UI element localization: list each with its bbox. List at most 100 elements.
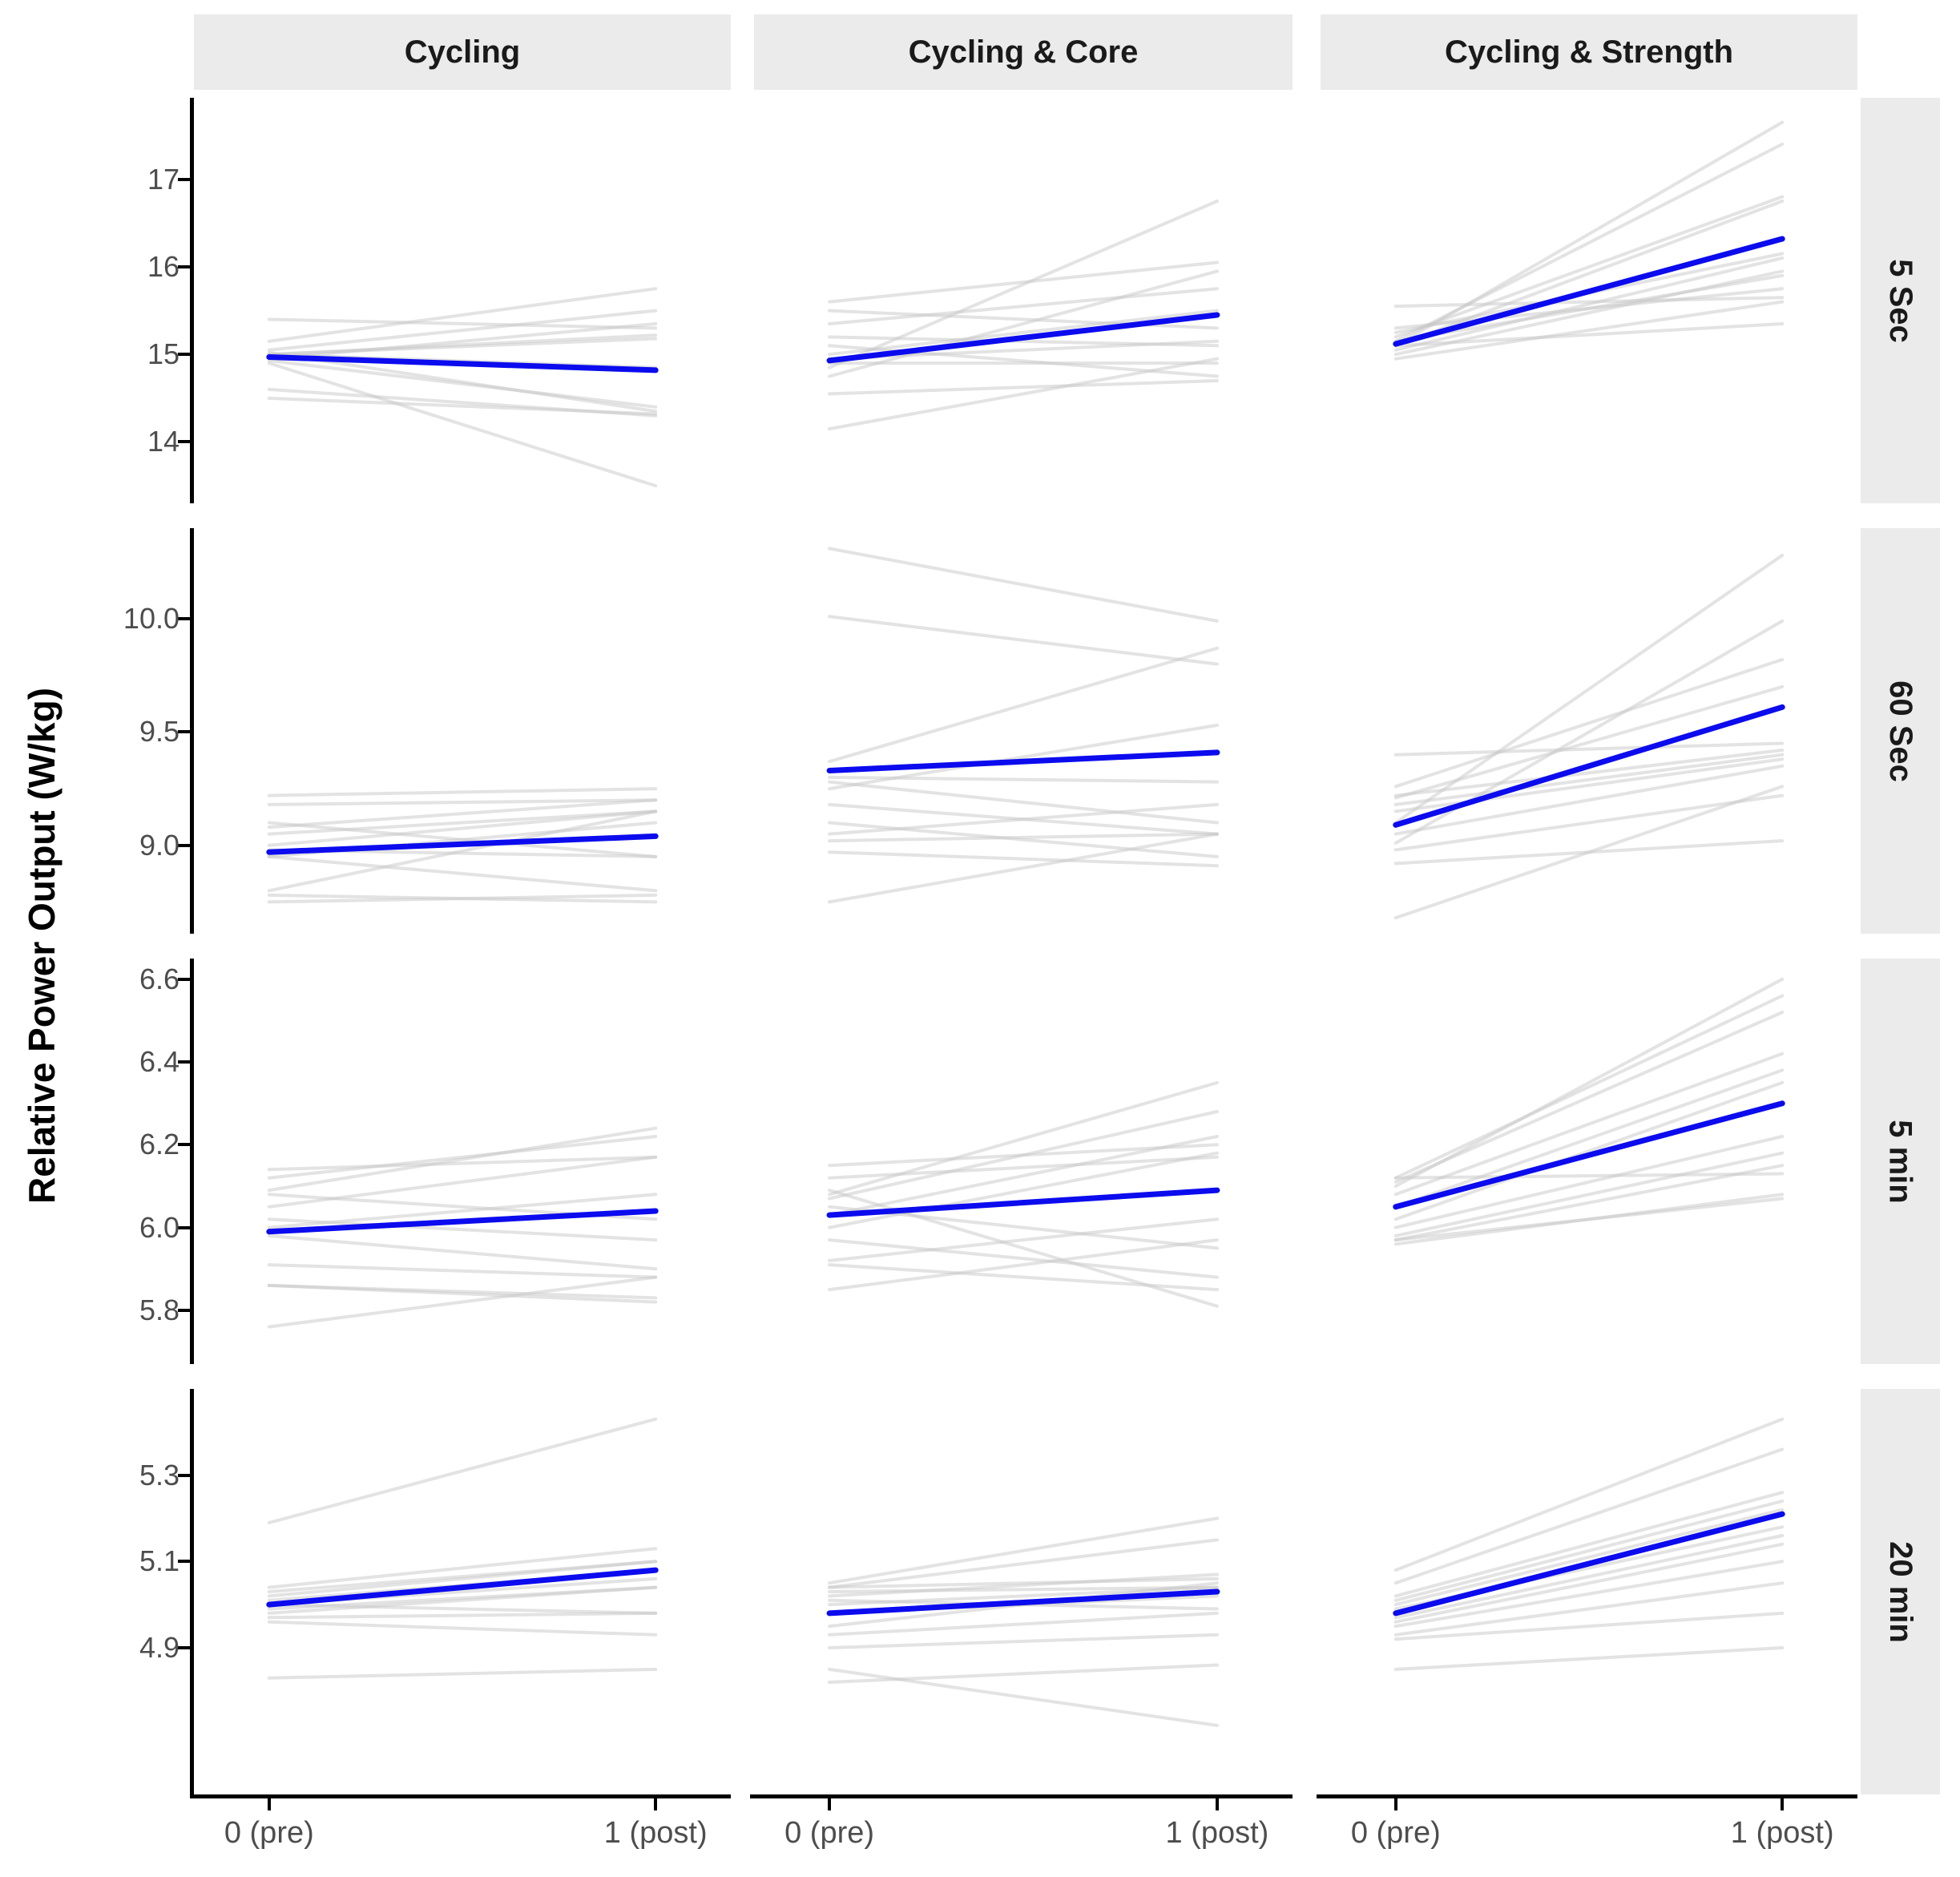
subject-line bbox=[828, 287, 1219, 325]
subject-line bbox=[1393, 1080, 1785, 1221]
subject-line bbox=[1393, 994, 1785, 1180]
subject-line bbox=[828, 1238, 1219, 1292]
mean-line bbox=[1393, 704, 1785, 828]
mean-line bbox=[826, 749, 1220, 773]
subject-line bbox=[1393, 839, 1785, 866]
subject-line bbox=[1393, 1197, 1785, 1242]
subject-line bbox=[267, 809, 658, 847]
subject-line bbox=[267, 1155, 658, 1172]
y-tick-label: 17 bbox=[147, 162, 179, 196]
subject-line bbox=[1393, 764, 1785, 836]
x-tick-mark bbox=[828, 1798, 832, 1810]
y-tick-label: 4.9 bbox=[139, 1630, 179, 1664]
subject-line bbox=[267, 809, 658, 893]
subject-line bbox=[267, 1560, 658, 1598]
y-axis-line bbox=[190, 98, 194, 503]
subject-line bbox=[828, 339, 1219, 361]
mean-line bbox=[1393, 1100, 1785, 1210]
subject-line bbox=[1393, 1068, 1785, 1209]
subject-line bbox=[1393, 793, 1785, 852]
subject-line bbox=[267, 1283, 658, 1304]
mean-line bbox=[826, 1187, 1220, 1218]
subject-line bbox=[828, 1633, 1219, 1649]
subject-line bbox=[267, 287, 658, 343]
subject-line bbox=[267, 798, 658, 830]
y-tick-mark bbox=[178, 1560, 190, 1564]
subject-line bbox=[828, 775, 1219, 784]
subject-line bbox=[1393, 1500, 1785, 1602]
subject-line bbox=[1393, 1542, 1785, 1624]
subject-line bbox=[267, 798, 658, 806]
x-tick-mark bbox=[1781, 1798, 1785, 1810]
subject-line bbox=[1393, 256, 1785, 352]
subject-line bbox=[1393, 658, 1785, 789]
x-axis-line bbox=[190, 1794, 731, 1798]
subject-line bbox=[828, 1572, 1219, 1598]
facet-row-label: 60 Sec bbox=[1883, 680, 1918, 782]
subject-line bbox=[1393, 977, 1785, 1188]
subject-line bbox=[1393, 195, 1785, 339]
facet-panel-r0-c1 bbox=[826, 200, 1220, 431]
subject-line bbox=[1393, 1164, 1785, 1242]
subject-line bbox=[267, 1263, 658, 1279]
y-tick-label: 6.0 bbox=[139, 1210, 179, 1244]
subject-line bbox=[267, 1603, 658, 1615]
x-tick-label: 0 (pre) bbox=[784, 1816, 875, 1850]
subject-line bbox=[267, 1611, 658, 1620]
y-tick-mark bbox=[178, 440, 190, 444]
facet-column-label: Cycling & Core bbox=[908, 34, 1139, 70]
mean-line bbox=[1393, 1511, 1785, 1617]
x-tick-label: 0 (pre) bbox=[1350, 1816, 1441, 1850]
facet-panel-r1-c0 bbox=[266, 787, 659, 904]
mean-line bbox=[1393, 236, 1785, 347]
subject-line bbox=[828, 615, 1219, 666]
subject-line bbox=[828, 1080, 1219, 1197]
mean-line bbox=[266, 1208, 659, 1235]
subject-line bbox=[267, 1275, 658, 1329]
subject-line bbox=[1393, 1135, 1785, 1229]
y-tick-label: 9.0 bbox=[139, 828, 179, 862]
subject-line bbox=[267, 322, 658, 361]
y-tick-mark bbox=[178, 617, 190, 621]
subject-line bbox=[828, 1667, 1219, 1727]
subject-line bbox=[828, 260, 1219, 304]
subject-line bbox=[1393, 1508, 1785, 1607]
subject-line bbox=[828, 802, 1219, 836]
subject-line bbox=[267, 893, 658, 904]
subject-line bbox=[267, 787, 658, 797]
y-tick-label: 5.3 bbox=[139, 1458, 179, 1492]
subject-line bbox=[1393, 1172, 1785, 1180]
subject-line bbox=[267, 396, 658, 416]
subject-line bbox=[267, 1126, 658, 1193]
subject-line bbox=[267, 1233, 658, 1271]
subject-line bbox=[828, 1516, 1219, 1585]
facet-column-label: Cycling bbox=[404, 34, 521, 70]
y-tick-label: 15 bbox=[147, 337, 179, 371]
facet-row-strip-5min: 5 min bbox=[1861, 959, 1940, 1364]
y-tick-mark bbox=[178, 977, 190, 981]
y-tick-label: 6.2 bbox=[139, 1128, 179, 1161]
facet-column-label: Cycling & Strength bbox=[1444, 34, 1734, 70]
subject-line bbox=[828, 200, 1219, 369]
facet-panel-r3-c2 bbox=[1393, 1417, 1785, 1671]
subject-line bbox=[1393, 749, 1785, 797]
facet-row-label: 20 min bbox=[1883, 1540, 1918, 1643]
x-tick-mark bbox=[1393, 1798, 1397, 1810]
subject-line bbox=[828, 547, 1219, 623]
subject-line bbox=[1393, 753, 1785, 806]
subject-line bbox=[828, 646, 1219, 764]
subject-line bbox=[1393, 1646, 1785, 1671]
y-tick-mark bbox=[178, 843, 190, 847]
subject-line bbox=[828, 832, 1219, 843]
subject-line bbox=[828, 1611, 1219, 1637]
subject-line bbox=[828, 1576, 1219, 1589]
y-axis-line bbox=[190, 528, 194, 934]
x-tick-mark bbox=[267, 1798, 271, 1810]
y-tick-label: 16 bbox=[147, 249, 179, 283]
facet-panel-r0-c0 bbox=[266, 287, 659, 488]
facet-panel-r3-c0 bbox=[266, 1417, 659, 1680]
facet-row-strip-60sec: 60 Sec bbox=[1861, 528, 1940, 934]
subject-line bbox=[1393, 1581, 1785, 1637]
subject-line bbox=[267, 351, 658, 414]
subject-line bbox=[267, 1547, 658, 1589]
